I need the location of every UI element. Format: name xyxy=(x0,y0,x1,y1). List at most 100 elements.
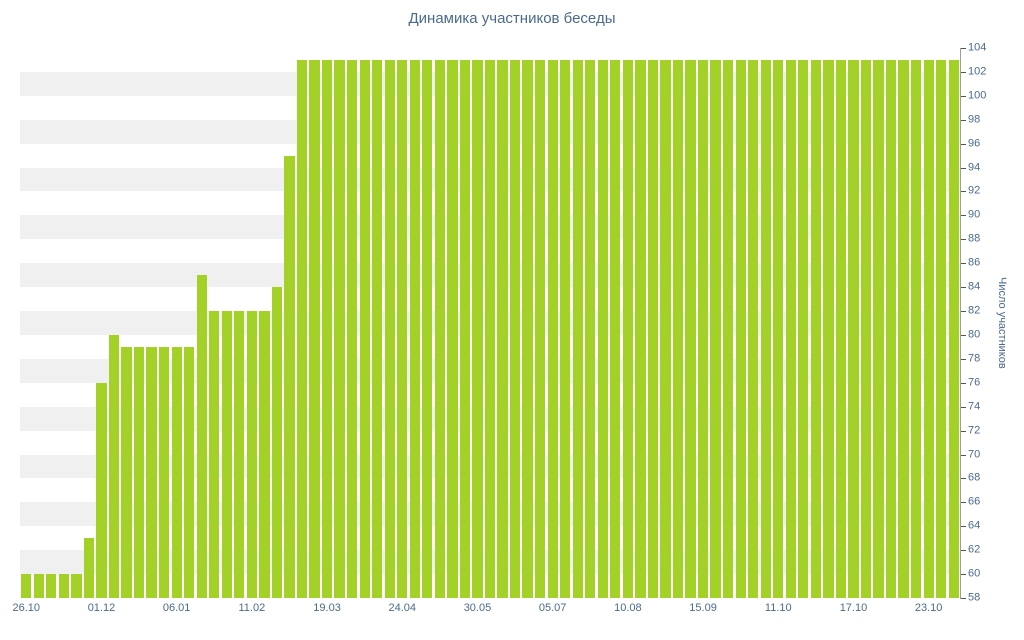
bar xyxy=(848,59,859,598)
y-tick-mark xyxy=(961,526,966,528)
bar xyxy=(422,59,433,598)
bar xyxy=(760,59,771,598)
bar xyxy=(885,59,897,598)
bar xyxy=(384,59,395,598)
y-tick-mark xyxy=(961,287,966,289)
bar xyxy=(309,59,320,598)
bar xyxy=(184,346,195,598)
y-tick-label: 70 xyxy=(968,448,981,461)
bar xyxy=(773,59,784,598)
x-tick-label: 10.08 xyxy=(614,602,642,614)
y-tick-label: 68 xyxy=(968,471,981,484)
bar xyxy=(83,538,95,598)
y-tick-label: 98 xyxy=(968,113,981,126)
y-tick-mark xyxy=(961,311,966,313)
bar xyxy=(823,59,834,598)
y-tick-label: 66 xyxy=(968,495,981,508)
y-tick-mark xyxy=(961,239,966,241)
y-tick-label: 88 xyxy=(968,232,981,245)
bar xyxy=(910,59,922,598)
bar xyxy=(71,574,82,598)
y-tick-label: 86 xyxy=(968,256,981,269)
x-tick-label: 23.10 xyxy=(914,602,943,614)
y-tick-mark xyxy=(961,71,966,73)
y-tick-mark xyxy=(961,454,966,456)
y-tick-mark xyxy=(961,574,966,576)
bar xyxy=(484,59,496,598)
y-tick-mark xyxy=(961,95,966,97)
y-tick-label: 58 xyxy=(968,591,981,604)
bar xyxy=(610,59,621,598)
y-tick-mark xyxy=(961,191,966,193)
bar xyxy=(948,59,959,598)
bar xyxy=(359,59,370,598)
bar xyxy=(585,59,596,598)
bar xyxy=(735,59,746,598)
bar xyxy=(522,59,533,598)
bar xyxy=(246,311,257,598)
y-tick-mark xyxy=(961,215,966,217)
bar xyxy=(622,59,633,598)
y-tick-label: 60 xyxy=(968,567,981,580)
y-tick-label: 96 xyxy=(968,137,981,150)
bar xyxy=(334,59,345,598)
y-tick-mark xyxy=(961,334,966,336)
bar xyxy=(221,311,232,598)
bar xyxy=(409,59,420,598)
y-tick-label: 76 xyxy=(968,376,981,389)
bar xyxy=(685,59,696,598)
bar xyxy=(860,59,872,598)
y-tick-mark xyxy=(961,119,966,121)
y-tick-label: 90 xyxy=(968,208,981,221)
bar xyxy=(710,59,721,598)
bar xyxy=(146,346,157,598)
y-tick-label: 62 xyxy=(968,543,981,556)
bar xyxy=(171,346,182,598)
bar xyxy=(459,59,471,598)
bar xyxy=(296,59,308,598)
y-tick-label: 104 xyxy=(968,41,987,54)
y-tick-mark xyxy=(961,167,966,169)
y-tick-mark xyxy=(961,502,966,504)
bar xyxy=(647,59,659,598)
x-tick-label: 24.04 xyxy=(388,602,417,614)
bar xyxy=(434,59,445,598)
bar xyxy=(321,59,333,598)
bar xyxy=(21,574,32,598)
y-tick-label: 102 xyxy=(968,65,987,78)
bar xyxy=(635,59,646,598)
bar xyxy=(898,59,909,598)
y-tick-label: 84 xyxy=(968,280,981,293)
bar xyxy=(547,59,558,598)
y-tick-label: 94 xyxy=(968,161,981,174)
y-tick-label: 82 xyxy=(968,304,981,317)
x-tick-label: 15.09 xyxy=(689,602,717,614)
x-tick-label: 05.07 xyxy=(538,602,567,614)
y-tick-mark xyxy=(961,382,966,384)
bar xyxy=(597,59,608,598)
bar xyxy=(748,59,759,598)
bar xyxy=(96,382,107,598)
bar xyxy=(660,59,671,598)
chart-title: Динамика участников беседы xyxy=(408,10,616,27)
bar xyxy=(121,346,132,598)
y-tick-mark xyxy=(961,48,966,49)
y-tick-mark xyxy=(961,550,966,552)
bar xyxy=(672,59,684,598)
y-tick-label: 80 xyxy=(968,328,981,341)
x-tick-label: 30.05 xyxy=(463,602,492,614)
bar xyxy=(46,574,57,598)
bar xyxy=(722,59,734,598)
x-tick-label: 11.02 xyxy=(238,602,266,614)
bar xyxy=(196,275,207,598)
bar xyxy=(923,59,934,598)
bar xyxy=(271,287,283,598)
bar xyxy=(873,59,884,598)
bar xyxy=(447,59,458,598)
y-tick-mark xyxy=(961,430,966,432)
bar xyxy=(372,59,383,598)
bar xyxy=(346,59,358,598)
